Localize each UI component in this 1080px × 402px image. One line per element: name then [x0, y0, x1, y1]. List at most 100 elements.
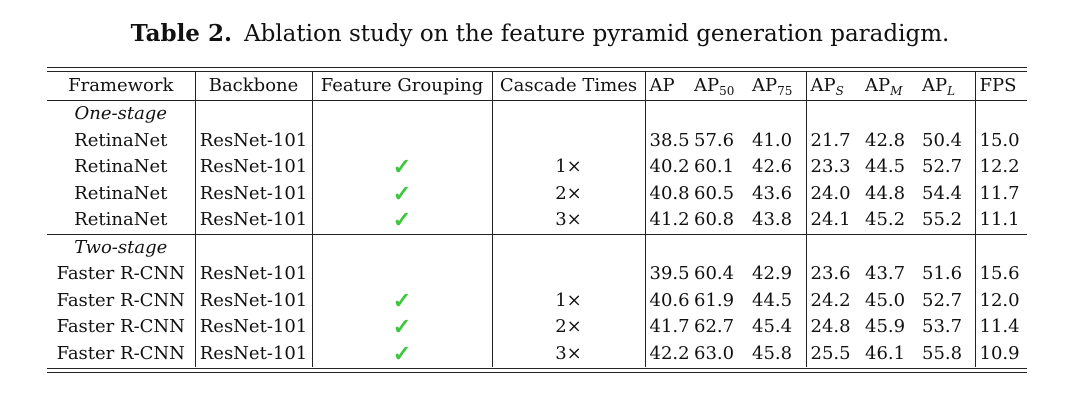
table-row: Faster R-CNN ResNet-101 ✓ 3× 42.2 63.0 45.8 25.…	[47, 340, 1027, 367]
header-feature-grouping: Feature Grouping	[311, 72, 492, 101]
cell-apm: 42.8	[865, 129, 906, 151]
cell-ap50: 62.7	[694, 316, 735, 337]
cell-framework: Faster R-CNN	[56, 263, 185, 284]
checkmark-icon: ✓	[311, 207, 492, 234]
cell-apl: 55.2	[922, 209, 963, 230]
cell-ap50: 60.8	[694, 209, 735, 230]
table-body: One-stage RetinaNet ResNet-101 38.5 57.6 41.0…	[47, 100, 1027, 367]
cell-ap75: 42.6	[752, 156, 793, 177]
caption-label: Table 2.	[130, 20, 232, 47]
cell-framework: RetinaNet	[74, 209, 168, 230]
cell-apm: 45.2	[865, 209, 906, 230]
group-header-row: Two-stage	[47, 233, 1027, 261]
cell-ap50: 61.9	[694, 289, 735, 311]
cell-framework: Faster R-CNN	[56, 289, 185, 311]
cell-backbone: ResNet-101	[194, 287, 312, 314]
group-header-row: One-stage	[47, 100, 1027, 128]
cell-aps: 23.3	[805, 154, 861, 181]
group-empty-cell	[491, 100, 645, 128]
top-rule-outer	[47, 67, 1027, 68]
group-empty-cell	[644, 100, 690, 128]
cell-framework: RetinaNet	[74, 182, 168, 204]
group-empty-cell	[918, 101, 975, 128]
group-name: One-stage	[74, 103, 167, 124]
cell-ap75: 43.6	[752, 182, 793, 204]
header-apm: APM	[861, 72, 918, 101]
cell-ap: 40.2	[644, 154, 690, 181]
cell-aps: 24.2	[805, 287, 861, 314]
group-empty-cell	[974, 233, 1027, 261]
cell-ap75: 45.8	[752, 342, 793, 364]
cell-fps: 12.0	[974, 287, 1027, 314]
table-row: RetinaNet ResNet-101 38.5 57.6 41.0 21.7 42.8 5…	[47, 127, 1027, 154]
header-ap: AP	[644, 72, 690, 101]
table-caption: Table 2. Ablation study on the feature py…	[0, 18, 1080, 50]
table-row: Faster R-CNN ResNet-101 39.5 60.4 42.9 23.6 43…	[47, 261, 1027, 288]
cell-apm: 45.0	[865, 289, 906, 311]
cell-ap: 41.2	[644, 207, 690, 234]
cell-cascade-times: 2×	[491, 314, 645, 341]
group-name: Two-stage	[47, 233, 195, 261]
cell-backbone: ResNet-101	[194, 154, 312, 181]
group-empty-cell	[974, 100, 1027, 128]
bottom-rule-inner	[47, 368, 1027, 369]
cell-aps: 24.0	[805, 180, 861, 207]
cell-apl: 54.4	[922, 182, 963, 204]
cell-backbone: ResNet-101	[194, 340, 312, 367]
cell-fps: 10.9	[974, 340, 1027, 367]
cell-ap50: 60.5	[694, 182, 735, 204]
checkmark-icon: ✓	[311, 340, 492, 367]
cell-fps: 12.2	[974, 154, 1027, 181]
cell-ap: 40.8	[644, 180, 690, 207]
cell-backbone: ResNet-101	[194, 207, 312, 234]
group-empty-cell	[194, 233, 312, 261]
table-row: Faster R-CNN ResNet-101 ✓ 1× 40.6 61.9 44.5 24.…	[47, 287, 1027, 314]
header-ap50: AP50	[690, 72, 748, 101]
cell-ap: 40.6	[644, 287, 690, 314]
cell-fps: 11.4	[974, 314, 1027, 341]
cell-cascade-times	[491, 127, 645, 154]
header-row: Framework Backbone Feature Grouping Casc…	[47, 72, 1027, 101]
header-framework: Framework	[47, 72, 195, 101]
cell-fps: 15.0	[974, 127, 1027, 154]
cell-ap75: 41.0	[752, 129, 793, 151]
cell-apm: 44.5	[865, 156, 906, 177]
cell-fps: 11.1	[974, 207, 1027, 234]
group-empty-cell	[194, 100, 312, 128]
cell-apm: 44.8	[865, 182, 906, 204]
cell-apl: 52.7	[922, 156, 963, 177]
cell-cascade-times: 1×	[491, 154, 645, 181]
cell-apl: 51.6	[922, 263, 963, 284]
table-row: RetinaNet ResNet-101 ✓ 1× 40.2 60.1 42.6 23.3 44…	[47, 154, 1027, 181]
cell-apl: 52.7	[922, 289, 963, 311]
group-empty-cell	[861, 101, 918, 128]
ablation-table: Framework Backbone Feature Grouping Casc…	[47, 72, 1027, 367]
cell-aps: 21.7	[805, 127, 861, 154]
header-apl: APL	[918, 72, 975, 101]
checkmark-icon: ✓	[311, 180, 492, 207]
cell-framework: RetinaNet	[74, 129, 168, 151]
group-empty-cell	[311, 100, 492, 128]
cell-apm: 46.1	[865, 342, 906, 364]
cell-cascade-times: 3×	[491, 207, 645, 234]
cell-aps: 23.6	[805, 261, 861, 288]
cell-feature-grouping	[311, 127, 492, 154]
cell-ap: 38.5	[644, 127, 690, 154]
cell-framework: RetinaNet	[74, 156, 168, 177]
cell-apm: 43.7	[865, 263, 906, 284]
group-empty-cell	[748, 233, 806, 261]
header-cascade-times: Cascade Times	[491, 72, 645, 101]
group-empty-cell	[918, 233, 975, 261]
header-aps: APS	[805, 72, 861, 101]
group-empty-cell	[748, 101, 806, 128]
table-row: Faster R-CNN ResNet-101 ✓ 2× 41.7 62.7 45.4 24.…	[47, 314, 1027, 341]
cell-apl: 53.7	[922, 316, 963, 337]
header-ap75: AP75	[748, 72, 806, 101]
cell-ap50: 57.6	[694, 129, 735, 151]
cell-cascade-times: 2×	[491, 180, 645, 207]
caption-text: Ablation study on the feature pyramid ge…	[243, 21, 950, 47]
cell-ap: 39.5	[644, 261, 690, 288]
group-empty-cell	[690, 101, 748, 128]
cell-backbone: ResNet-101	[194, 314, 312, 341]
checkmark-icon: ✓	[311, 154, 492, 181]
